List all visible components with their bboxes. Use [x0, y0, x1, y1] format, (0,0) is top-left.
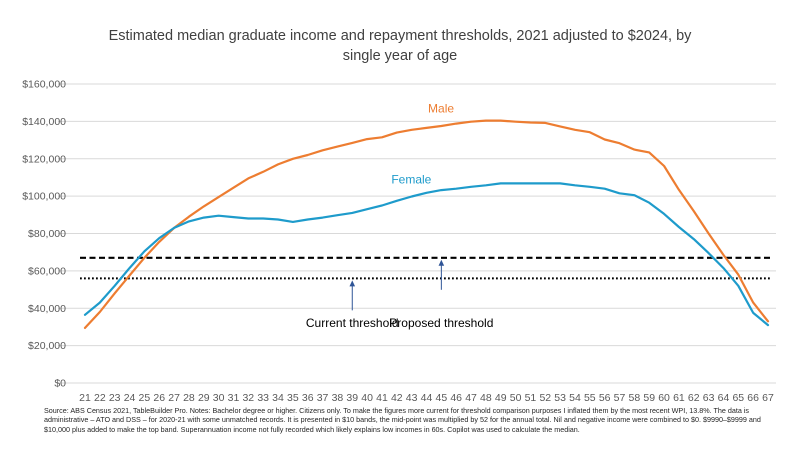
x-tick-label: 40: [361, 392, 373, 404]
x-tick-label: 41: [376, 392, 388, 404]
x-tick-label: 52: [539, 392, 551, 404]
y-axis-tick-labels: $0 $20,000 $40,000 $60,000 $80,000 $100,000 $1…: [22, 79, 66, 390]
x-tick-label: 30: [213, 392, 225, 404]
x-axis-tick-labels: 21 22 23 24 25 26 27 28 29 30 31 32 33 34 35 36 37 38 39 40…: [79, 392, 774, 404]
x-tick-label: 38: [332, 392, 344, 404]
x-tick-label: 34: [272, 392, 284, 404]
x-tick-label: 66: [747, 392, 759, 404]
x-tick-label: 43: [406, 392, 418, 404]
x-tick-label: 33: [257, 392, 269, 404]
series-labels: Male Female: [391, 101, 454, 186]
y-tick-label: $20,000: [28, 340, 66, 352]
x-tick-label: 62: [688, 392, 700, 404]
x-tick-label: 59: [643, 392, 655, 404]
threshold-lines: [80, 256, 771, 280]
series-lines: [83, 119, 770, 329]
x-tick-label: 45: [436, 392, 448, 404]
series-label-female: Female: [391, 172, 431, 186]
x-tick-label: 25: [139, 392, 151, 404]
x-tick-label: 50: [510, 392, 522, 404]
annotation-label: Proposed threshold: [389, 316, 493, 330]
source-note: Source: ABS Census 2021, TableBuilder Pr…: [44, 406, 761, 434]
x-tick-label: 24: [124, 392, 136, 404]
x-tick-label: 29: [198, 392, 210, 404]
y-tick-label: $0: [54, 378, 66, 390]
x-tick-label: 21: [79, 392, 91, 404]
x-tick-label: 60: [658, 392, 670, 404]
x-tick-label: 46: [450, 392, 462, 404]
y-tick-label: $120,000: [22, 153, 66, 165]
x-tick-label: 65: [732, 392, 744, 404]
series-line-male: [83, 119, 770, 329]
x-tick-label: 23: [109, 392, 121, 404]
x-tick-label: 47: [465, 392, 477, 404]
y-tick-label: $60,000: [28, 265, 66, 277]
x-tick-label: 64: [718, 392, 730, 404]
y-tick-label: $140,000: [22, 116, 66, 128]
x-tick-label: 49: [495, 392, 507, 404]
chart-title-line-2: single year of age: [342, 48, 458, 64]
y-tick-label: $160,000: [22, 79, 66, 91]
annotation-label: Current threshold: [306, 316, 399, 330]
annotation-arrow-head: [438, 259, 445, 266]
x-tick-label: 44: [421, 392, 433, 404]
annotation-arrow-head: [349, 280, 356, 287]
y-tick-label: $80,000: [28, 228, 66, 240]
x-tick-label: 54: [569, 392, 581, 404]
x-tick-label: 53: [554, 392, 566, 404]
x-tick-label: 28: [183, 392, 195, 404]
x-tick-label: 67: [762, 392, 774, 404]
x-tick-label: 22: [94, 392, 106, 404]
x-tick-label: 58: [629, 392, 641, 404]
y-tick-label: $40,000: [28, 303, 66, 315]
x-tick-label: 42: [391, 392, 403, 404]
x-tick-label: 36: [302, 392, 314, 404]
x-tick-label: 61: [673, 392, 685, 404]
x-tick-label: 32: [242, 392, 254, 404]
x-tick-label: 56: [599, 392, 611, 404]
x-tick-label: 57: [614, 392, 626, 404]
chart-title: Estimated median graduate income and rep…: [0, 26, 800, 66]
x-tick-label: 48: [480, 392, 492, 404]
x-tick-label: 37: [317, 392, 329, 404]
x-tick-label: 31: [228, 392, 240, 404]
series-label-male: Male: [428, 101, 454, 115]
x-tick-label: 27: [168, 392, 180, 404]
x-tick-label: 35: [287, 392, 299, 404]
x-tick-label: 39: [346, 392, 358, 404]
x-tick-label: 51: [525, 392, 537, 404]
x-tick-label: 55: [584, 392, 596, 404]
chart-title-line-1: Estimated median graduate income and rep…: [108, 28, 692, 44]
series-line-female: [83, 182, 770, 327]
x-tick-label: 63: [703, 392, 715, 404]
x-tick-label: 26: [153, 392, 165, 404]
y-tick-label: $100,000: [22, 191, 66, 203]
